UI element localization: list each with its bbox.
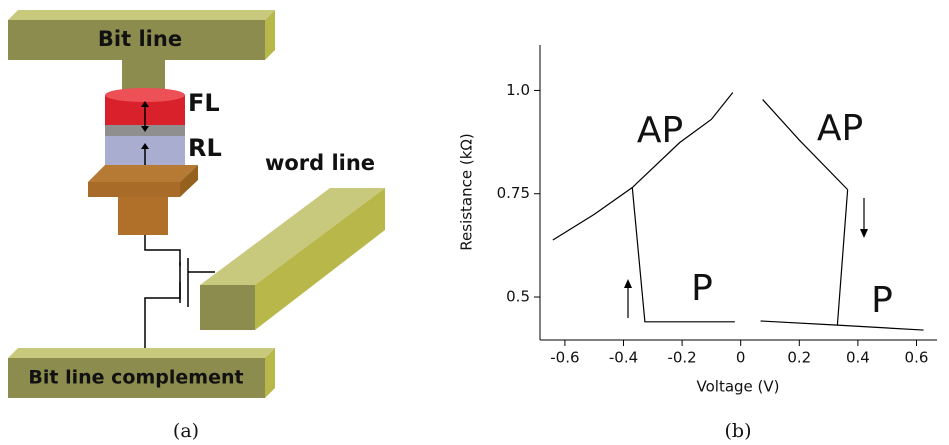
blc-top xyxy=(8,348,275,358)
data-line xyxy=(837,190,847,326)
pad-post xyxy=(118,197,168,235)
x-tick-label: -0.4 xyxy=(609,349,638,367)
bit-line-top xyxy=(8,10,275,20)
blc-label: Bit line complement xyxy=(28,367,243,389)
x-axis-label: Voltage (V) xyxy=(697,378,780,396)
data-line xyxy=(761,321,924,330)
y-axis-label: Resistance (kΩ) xyxy=(458,133,476,250)
annotation: P xyxy=(871,280,893,321)
fl-label: FL xyxy=(188,89,220,117)
annotation: AP xyxy=(817,108,863,149)
wire xyxy=(145,282,180,350)
arrow-head xyxy=(624,279,632,288)
caption: (b) xyxy=(725,420,752,442)
arrow-head xyxy=(860,229,868,238)
pad-top xyxy=(88,165,198,182)
diagram: Bit line FL RL word line Bit line comple… xyxy=(8,10,385,442)
page: {"diagram": {"bit_line": "Bit line", "fl… xyxy=(0,0,949,445)
pad-front xyxy=(88,182,180,197)
rl-label: RL xyxy=(188,134,222,162)
x-tick-label: -0.6 xyxy=(550,349,579,367)
x-tick-label: -0.2 xyxy=(667,349,696,367)
x-tick-label: 0.2 xyxy=(787,349,811,367)
y-tick-label: 0.5 xyxy=(506,288,530,306)
y-tick-label: 1.0 xyxy=(506,81,530,99)
word-line-label: word line xyxy=(265,151,375,175)
x-tick-label: 0 xyxy=(736,349,746,367)
x-tick-label: 0.6 xyxy=(905,349,929,367)
bit-line-label: Bit line xyxy=(98,27,182,51)
chart: Voltage (V) Resistance (kΩ) (b) -0.6 -0.4… xyxy=(458,45,938,442)
annotation: P xyxy=(691,268,713,309)
figure: Bit line FL RL word line Bit line comple… xyxy=(0,0,949,445)
free-layer-top xyxy=(105,88,185,102)
annotation: AP xyxy=(637,110,683,151)
wire xyxy=(145,235,180,266)
x-tick-label: 0.4 xyxy=(846,349,870,367)
data-line xyxy=(632,188,735,322)
caption: (a) xyxy=(173,420,199,442)
word-line-front xyxy=(200,285,255,330)
y-tick-label: 0.75 xyxy=(497,184,530,202)
